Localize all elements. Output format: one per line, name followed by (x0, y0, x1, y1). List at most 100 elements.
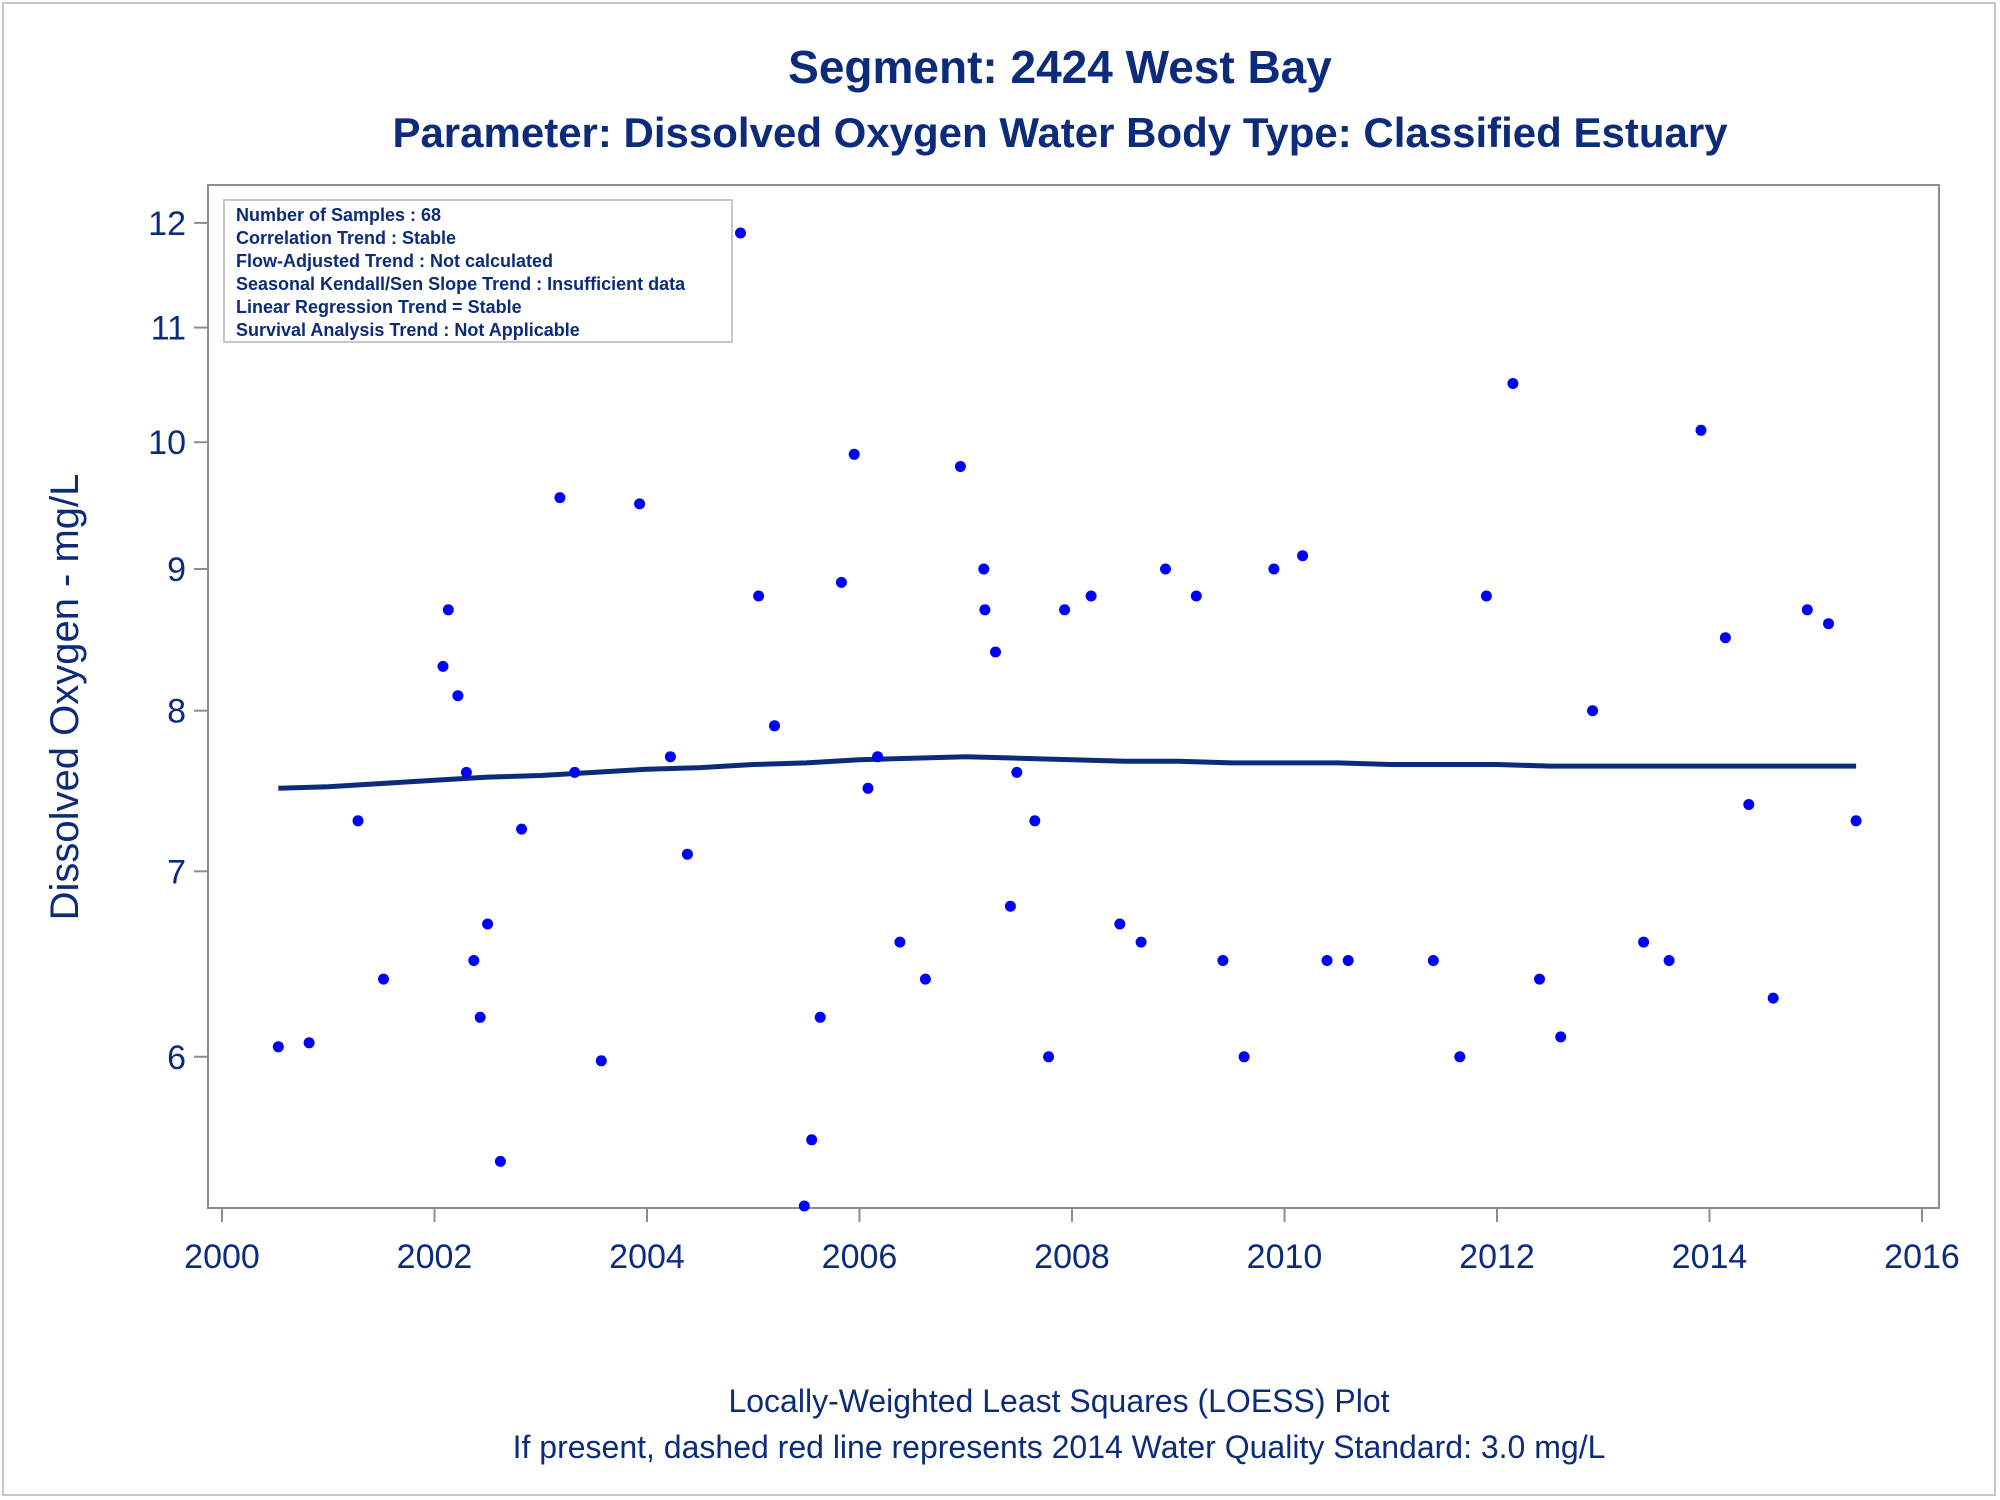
data-point (1190, 590, 1202, 602)
data-point (1217, 955, 1229, 966)
stats-line-flow-adjusted: Flow-Adjusted Trend : Not calculated (236, 251, 553, 271)
data-point (474, 1011, 486, 1023)
data-point (753, 590, 765, 602)
y-tick-label: 6 (167, 1039, 186, 1077)
data-point (494, 1155, 506, 1167)
data-point (460, 766, 472, 778)
data-point (894, 936, 906, 948)
data-point (1767, 992, 1779, 1004)
data-point (1321, 955, 1333, 966)
stats-line-correlation: Correlation Trend : Stable (236, 228, 456, 248)
data-point (1059, 604, 1071, 616)
data-point (1507, 378, 1519, 389)
data-point (1638, 936, 1650, 948)
y-tick-label: 11 (151, 310, 186, 348)
data-point (1238, 1051, 1250, 1063)
y-tick-label: 12 (148, 205, 186, 243)
data-point (1695, 424, 1707, 436)
data-point (919, 973, 931, 985)
data-point (437, 660, 449, 672)
x-tick-label: 2004 (609, 1238, 685, 1276)
footnote-loess: Locally-Weighted Least Squares (LOESS) P… (728, 1383, 1389, 1419)
y-tick-label: 8 (167, 693, 186, 731)
data-point (990, 646, 1001, 658)
data-point (482, 918, 494, 930)
data-point (814, 1011, 826, 1023)
stats-line-linear-regression: Linear Regression Trend = Stable (236, 297, 522, 317)
data-point (835, 576, 847, 588)
data-point (1160, 563, 1171, 575)
x-tick-label: 2014 (1672, 1238, 1748, 1276)
data-point (442, 604, 454, 616)
footnote-standard: If present, dashed red line represents 2… (513, 1429, 1606, 1465)
data-point (1555, 1031, 1567, 1043)
data-point (978, 563, 990, 575)
data-point (1004, 900, 1016, 912)
data-point (1135, 936, 1147, 948)
y-tick-label: 9 (167, 551, 186, 589)
x-tick-label: 2002 (397, 1238, 473, 1276)
data-point (954, 461, 966, 472)
chart-subtitle: Parameter: Dissolved Oxygen Water Body T… (392, 109, 1728, 156)
data-point (1427, 955, 1439, 966)
data-point (806, 1134, 818, 1146)
stats-line-seasonal-kendall: Seasonal Kendall/Sen Slope Trend : Insuf… (236, 274, 686, 294)
data-point (634, 498, 646, 510)
data-point (1743, 799, 1755, 810)
data-point (1719, 632, 1731, 644)
y-tick-label: 10 (148, 424, 186, 462)
data-point (1011, 766, 1023, 778)
x-tick-label: 2006 (822, 1238, 898, 1276)
data-point (595, 1055, 607, 1067)
data-point (979, 604, 991, 616)
data-point (798, 1200, 810, 1212)
data-point (1043, 1051, 1055, 1063)
data-point (1587, 705, 1599, 717)
data-point (303, 1037, 315, 1049)
data-point (1029, 815, 1041, 827)
y-axis-label: Dissolved Oxygen - mg/L (43, 474, 87, 921)
data-point (1663, 955, 1675, 966)
stats-line-survival: Survival Analysis Trend : Not Applicable (236, 320, 580, 340)
data-point (272, 1041, 284, 1053)
series-layer (272, 227, 1862, 1212)
stats-inset-frame (223, 199, 733, 343)
x-tick-label: 2010 (1247, 1238, 1323, 1276)
data-point (848, 448, 860, 460)
data-point (681, 848, 693, 860)
plot-area (207, 184, 1940, 1209)
y-axis: 6 7 8 9 10 11 12 (148, 205, 208, 1077)
data-point (664, 751, 676, 763)
y-tick-label: 7 (167, 853, 186, 891)
data-point (378, 973, 389, 985)
data-point (1454, 1051, 1466, 1063)
data-point (1297, 550, 1309, 562)
data-point (1342, 955, 1354, 966)
data-point (554, 492, 566, 504)
data-point (735, 227, 746, 239)
data-point (352, 815, 364, 827)
data-point (468, 955, 480, 966)
stats-inset-box: Number of Samples : 68 Correlation Trend… (223, 199, 733, 343)
data-point (1085, 590, 1097, 602)
data-point (1268, 563, 1280, 575)
data-point (1801, 604, 1813, 616)
data-point (1114, 918, 1126, 930)
loess-curve (278, 754, 1857, 791)
x-tick-label: 2012 (1459, 1238, 1535, 1276)
data-point (769, 720, 780, 732)
data-point (1850, 815, 1862, 827)
x-tick-label: 2008 (1034, 1238, 1110, 1276)
data-point (872, 751, 884, 763)
stats-line-samples: Number of Samples : 68 (236, 205, 441, 225)
x-tick-label: 2016 (1884, 1238, 1960, 1276)
x-axis: 2000 2002 2004 2006 2008 2010 2012 2014 2016 (184, 1208, 1960, 1276)
data-point (569, 766, 581, 778)
data-point (1534, 973, 1545, 985)
data-point (1480, 590, 1492, 602)
data-point (862, 782, 874, 794)
chart-title: Segment: 2424 West Bay (788, 41, 1332, 93)
x-tick-label: 2000 (184, 1238, 260, 1276)
